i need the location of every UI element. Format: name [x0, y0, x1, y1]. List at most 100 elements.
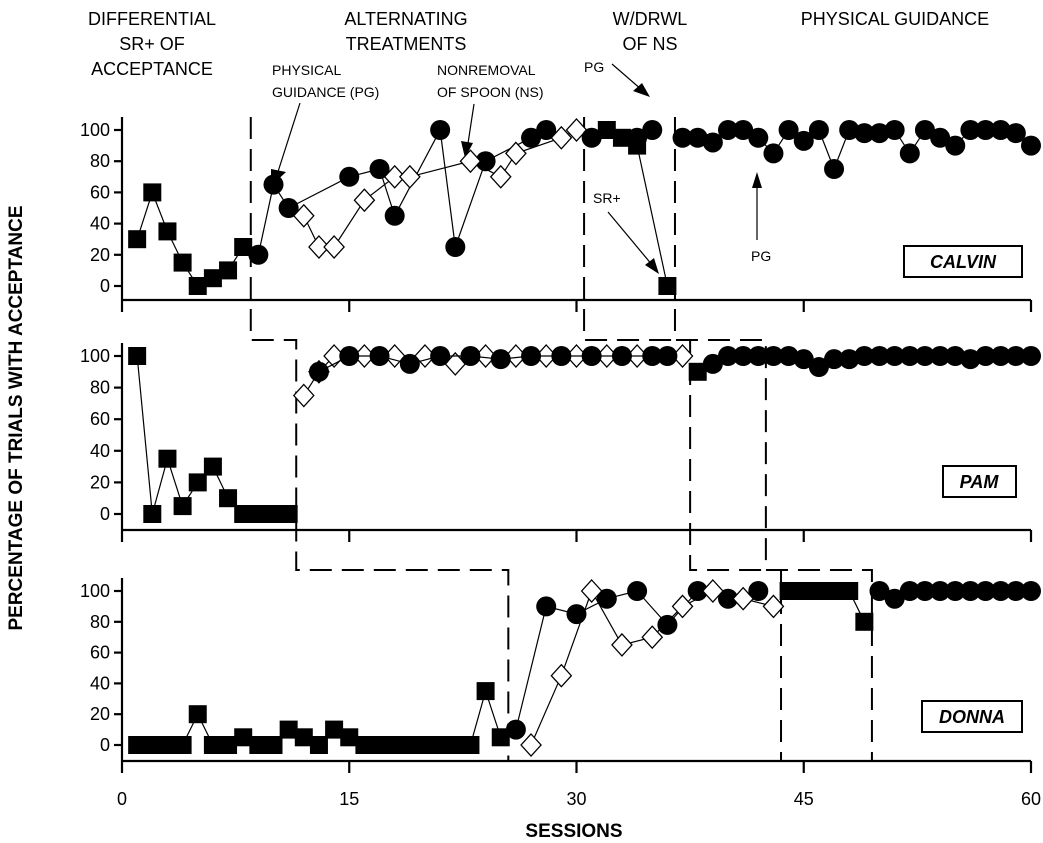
data-point-pam-filled-circle-41	[733, 346, 754, 366]
data-point-calvin-open-diamond-30	[565, 118, 588, 142]
data-point-pam-filled-square-9	[249, 505, 268, 523]
phase-label-3-line-1: W/DRWL	[613, 9, 688, 29]
data-point-donna-filled-circle-42	[748, 581, 769, 601]
data-point-pam-filled-square-2	[143, 505, 162, 523]
data-point-donna-filled-circle-50	[869, 581, 890, 601]
data-point-pam-filled-square-4	[173, 497, 192, 516]
annotation-srplus: SR+	[593, 190, 621, 206]
phase-change-line-2	[583, 117, 783, 761]
y-tick-label-donna-60: 60	[90, 643, 110, 663]
arrow-physical-guidance	[275, 102, 301, 179]
data-point-pam-filled-circle-56	[960, 349, 981, 370]
data-point-calvin-filled-circle-9	[248, 244, 269, 265]
participant-name-pam: PAM	[960, 472, 1000, 492]
data-point-calvin-filled-circle-40	[718, 120, 738, 140]
data-point-donna-filled-square-4	[173, 736, 192, 754]
data-point-pam-filled-circle-40	[718, 346, 738, 366]
phase-change-line-1	[249, 117, 510, 761]
data-point-donna-filled-square-45	[794, 582, 813, 600]
x-axis-title: SESSIONS	[525, 821, 622, 842]
data-point-calvin-filled-circle-38	[687, 127, 708, 148]
data-point-donna-filled-square-16	[355, 736, 374, 754]
y-tick-label-pam-40: 40	[90, 441, 110, 461]
data-point-donna-filled-circle-54	[930, 581, 951, 601]
data-point-calvin-open-diamond-14	[323, 235, 345, 259]
data-point-donna-filled-circle-58	[990, 581, 1011, 601]
data-point-calvin-filled-circle-28	[536, 120, 557, 140]
data-point-donna-filled-square-20	[416, 736, 434, 754]
data-point-calvin-filled-circle-22	[445, 237, 466, 257]
y-tick-label-pam-80: 80	[90, 378, 110, 398]
annotation-pg-lower: PG	[751, 248, 771, 264]
y-tick-label-donna-80: 80	[90, 612, 110, 632]
data-point-pam-filled-circle-60	[1021, 346, 1041, 366]
y-tick-label-pam-60: 60	[90, 409, 110, 429]
data-point-calvin-filled-circle-37	[672, 127, 693, 148]
data-layer	[128, 118, 1041, 757]
phase-label-2-line-2: TREATMENTS	[346, 34, 467, 54]
data-point-pam-filled-square-6	[203, 457, 222, 476]
data-point-calvin-filled-circle-17	[369, 159, 390, 179]
data-point-pam-filled-square-1	[128, 347, 147, 365]
data-point-pam-filled-circle-58	[990, 346, 1011, 366]
phase-label-4-line-1: PHYSICAL GUIDANCE	[801, 9, 989, 29]
data-point-calvin-filled-circle-48	[839, 120, 860, 140]
series-line-calvin-2	[257, 128, 547, 255]
data-point-pam-filled-square-3	[158, 449, 177, 468]
arrowhead-nonremoval	[461, 141, 473, 158]
data-point-pam-filled-square-10	[264, 505, 283, 523]
data-point-donna-open-diamond-27	[520, 733, 542, 757]
y-tick-label-donna-40: 40	[90, 673, 110, 693]
data-point-donna-open-diamond-37	[671, 594, 694, 619]
series-line-pam-1	[136, 355, 289, 515]
data-point-pam-filled-circle-45	[793, 349, 814, 370]
data-point-calvin-filled-circle-56	[960, 120, 981, 140]
data-point-calvin-filled-circle-43	[763, 143, 784, 164]
data-point-calvin-filled-circle-52	[899, 143, 920, 164]
data-point-calvin-open-diamond-23	[459, 149, 482, 174]
data-point-pam-filled-circle-59	[1005, 346, 1026, 366]
data-point-pam-filled-circle-42	[748, 346, 769, 366]
data-point-calvin-filled-circle-51	[884, 120, 905, 140]
data-point-calvin-filled-circle-15	[339, 166, 360, 187]
arrowhead-pg-lower	[752, 172, 762, 188]
data-point-donna-filled-square-14	[325, 720, 344, 739]
data-point-donna-open-diamond-41	[732, 586, 755, 611]
data-point-calvin-filled-circle-55	[945, 135, 966, 156]
data-point-donna-filled-square-44	[779, 582, 798, 600]
data-point-donna-open-diamond-31	[580, 579, 603, 603]
data-point-pam-filled-circle-23	[460, 346, 481, 366]
data-point-pam-filled-circle-27	[521, 346, 542, 366]
data-point-pam-filled-circle-29	[551, 346, 572, 366]
data-point-donna-open-diamond-35	[641, 625, 664, 650]
x-tick-label-30: 30	[566, 789, 586, 809]
participant-box-pam	[942, 465, 1017, 498]
data-point-donna-filled-square-48	[840, 582, 859, 600]
data-point-donna-filled-square-2	[143, 736, 162, 754]
data-point-pam-filled-circle-50	[869, 346, 890, 366]
phase-change-lines	[249, 117, 873, 761]
data-point-donna-filled-circle-52	[899, 581, 920, 601]
arrow-srplus	[607, 211, 654, 267]
data-point-pam-filled-square-5	[188, 473, 207, 492]
data-point-pam-filled-circle-52	[899, 346, 920, 366]
data-point-pam-filled-circle-33	[611, 346, 632, 366]
x-tick-label-60: 60	[1021, 789, 1041, 809]
arrow-pg-upper	[611, 63, 643, 91]
annotations: PHYSICAL GUIDANCE (PG) NONREMOVAL OF SPO…	[271, 59, 771, 274]
arrowhead-pg-upper	[633, 83, 650, 97]
data-point-pam-filled-circle-57	[975, 346, 996, 366]
data-point-calvin-filled-circle-47	[824, 159, 845, 179]
x-tick-label-45: 45	[794, 789, 814, 809]
data-point-pam-filled-circle-35	[642, 346, 663, 366]
data-point-donna-open-diamond-43	[762, 594, 785, 619]
data-point-donna-filled-square-21	[431, 736, 450, 754]
data-point-donna-filled-square-24	[476, 682, 495, 701]
data-point-calvin-filled-circle-59	[1005, 123, 1026, 144]
phase-label-1-line-1: DIFFERENTIAL	[88, 9, 216, 29]
data-point-pam-filled-circle-15	[339, 346, 360, 366]
data-point-pam-filled-circle-46	[808, 357, 829, 378]
data-point-calvin-open-diamond-13	[308, 235, 330, 259]
data-point-donna-filled-square-7	[219, 736, 238, 754]
data-point-calvin-filled-square-3	[158, 222, 177, 241]
